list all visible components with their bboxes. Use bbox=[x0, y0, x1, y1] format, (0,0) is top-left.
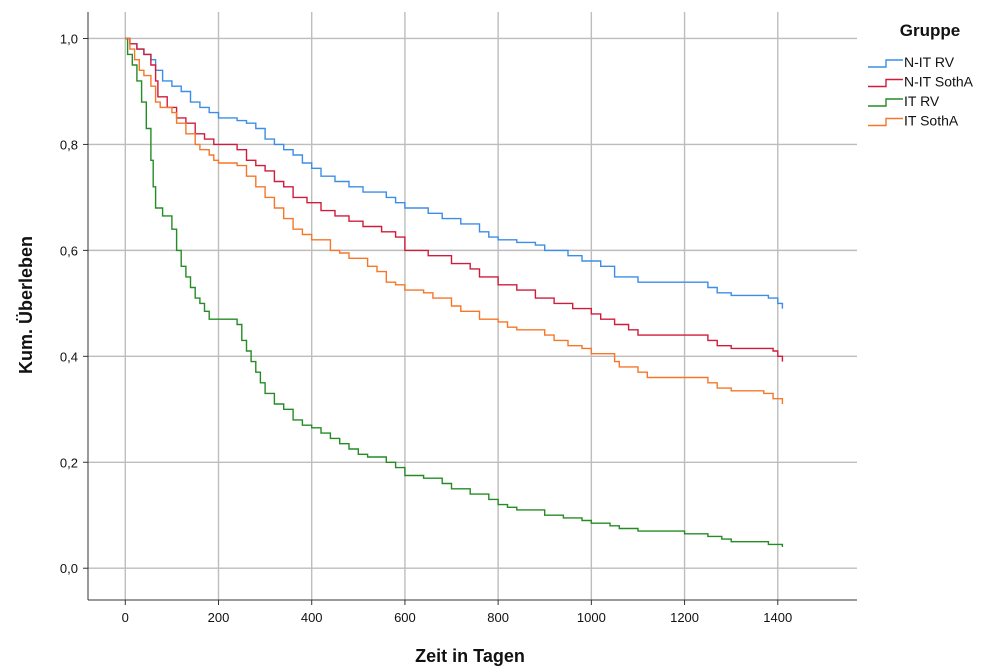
legend-swatch-1 bbox=[868, 59, 903, 68]
series-line-1 bbox=[125, 37, 784, 309]
grid-lines bbox=[88, 12, 857, 600]
y-tick-label: 0,6 bbox=[60, 243, 78, 258]
y-tick-label: 0,0 bbox=[60, 561, 78, 576]
axes bbox=[83, 12, 857, 605]
legend-swatch-3 bbox=[868, 98, 903, 107]
y-tick-label: 0,8 bbox=[60, 137, 78, 152]
series-line-3 bbox=[125, 37, 784, 547]
series-line-2 bbox=[125, 37, 784, 362]
x-tick-label: 200 bbox=[208, 610, 230, 625]
x-tick-label: 1400 bbox=[763, 610, 792, 625]
y-tick-label: 0,2 bbox=[60, 455, 78, 470]
x-tick-label: 1000 bbox=[577, 610, 606, 625]
y-tick-label: 0,4 bbox=[60, 349, 78, 364]
legend-label-1: N-IT RV bbox=[904, 54, 955, 70]
x-tick-label: 0 bbox=[122, 610, 129, 625]
legend-label-3: IT RV bbox=[904, 93, 940, 109]
legend-label-4: IT SothA bbox=[904, 113, 959, 129]
legend-title: Gruppe bbox=[900, 21, 960, 40]
y-tick-label: 1,0 bbox=[60, 31, 78, 46]
legend-label-2: N-IT SothA bbox=[904, 74, 974, 90]
x-tick-label: 1200 bbox=[670, 610, 699, 625]
tick-labels: 0 200 400 600 800 1000 1200 1400 0,0 0,2 0,4 0,6 0,8… bbox=[60, 31, 792, 625]
series-lines bbox=[125, 37, 784, 547]
x-tick-label: 800 bbox=[487, 610, 509, 625]
legend-swatch-2 bbox=[868, 78, 903, 88]
x-tick-label: 400 bbox=[301, 610, 323, 625]
series-line-4 bbox=[125, 37, 784, 404]
x-axis-title: Zeit in Tagen bbox=[415, 646, 525, 666]
legend: Gruppe N-IT RV N-IT SothA IT RV IT SothA bbox=[868, 21, 974, 129]
legend-swatch-4 bbox=[868, 117, 903, 127]
y-axis-title: Kum. Überleben bbox=[16, 236, 36, 374]
x-tick-label: 600 bbox=[394, 610, 416, 625]
